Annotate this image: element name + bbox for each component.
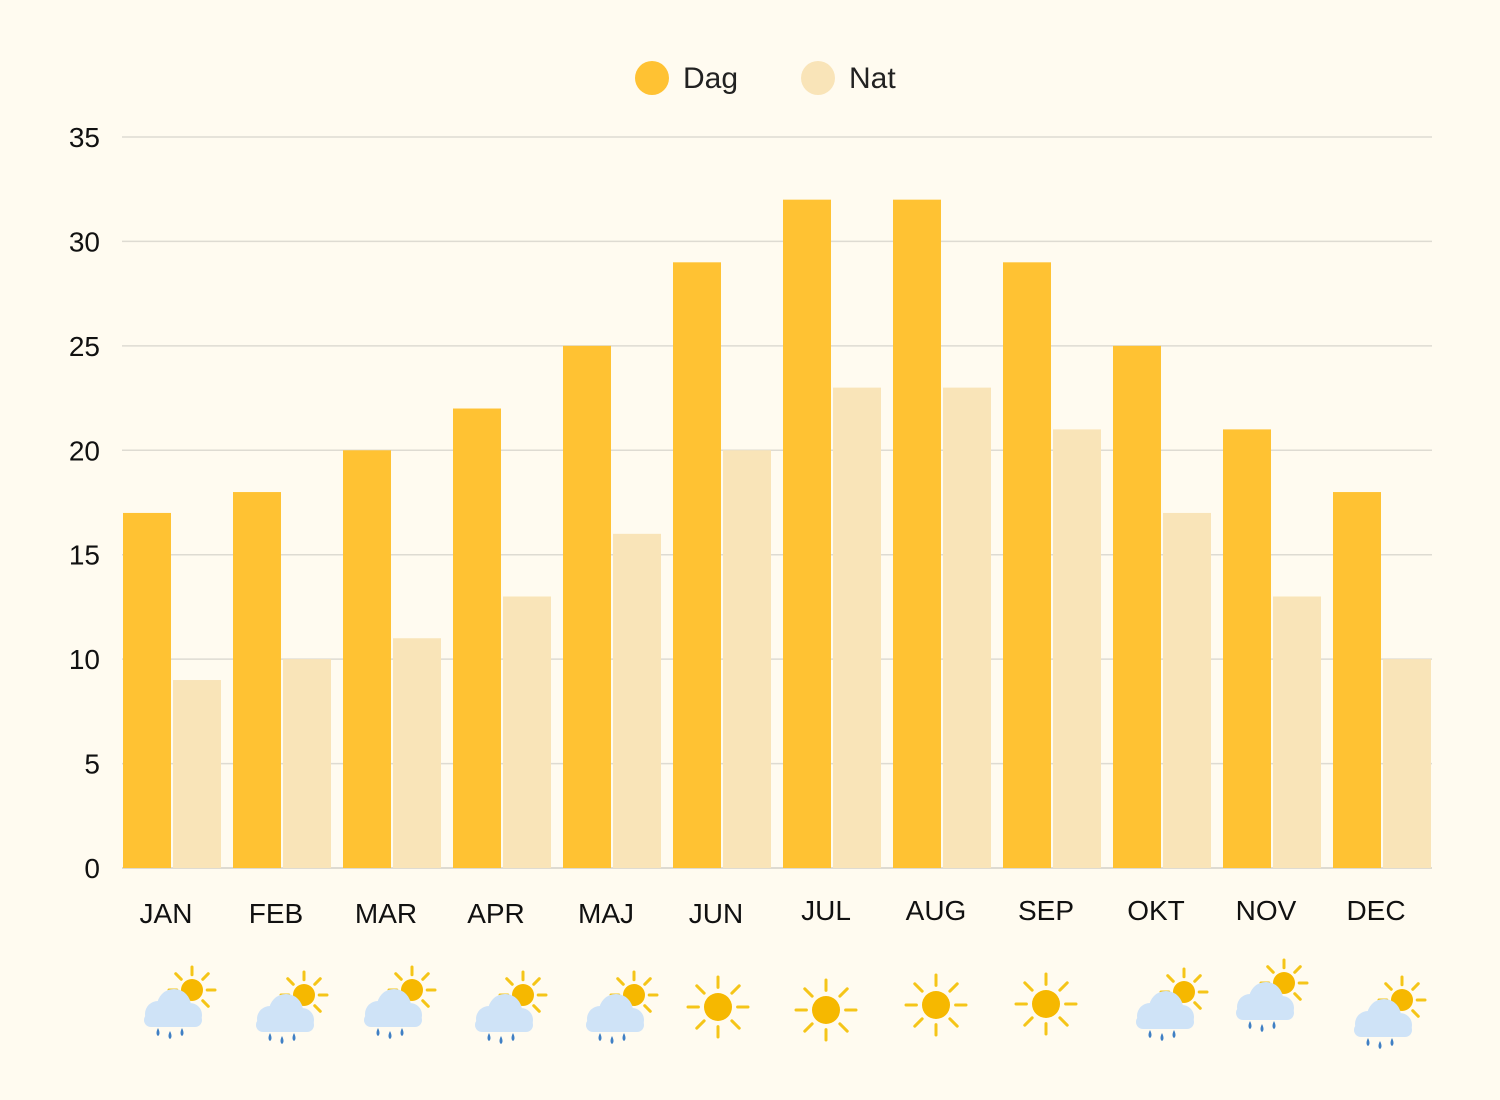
sun-icon bbox=[686, 975, 750, 1039]
sun-rays bbox=[686, 975, 750, 1039]
bar-nat-dec bbox=[1383, 659, 1431, 868]
bar-nat-apr bbox=[503, 596, 551, 868]
rain-drops bbox=[268, 1033, 296, 1044]
y-tick-label: 0 bbox=[84, 853, 100, 884]
bar-dag-nov bbox=[1223, 429, 1271, 868]
legend: Dag Nat bbox=[635, 61, 896, 95]
y-tick-label: 25 bbox=[69, 331, 100, 362]
rain-cloud-sun-icon bbox=[144, 965, 217, 1039]
sun-disc bbox=[1032, 990, 1060, 1018]
sun-disc bbox=[704, 993, 732, 1021]
y-tick-label: 5 bbox=[84, 749, 100, 780]
bar-nat-maj bbox=[613, 533, 661, 868]
y-tick-label: 20 bbox=[69, 435, 100, 466]
rain-drops bbox=[1366, 1038, 1394, 1049]
rain-drops bbox=[487, 1033, 515, 1044]
rain-cloud-sun-icon bbox=[586, 970, 659, 1044]
cloud-shape bbox=[256, 994, 314, 1032]
bars bbox=[123, 199, 1431, 868]
bar-dag-sep bbox=[1003, 262, 1051, 868]
y-tick-label: 15 bbox=[69, 540, 100, 571]
bar-nat-jun bbox=[723, 450, 771, 868]
rain-drops bbox=[1148, 1030, 1176, 1041]
bar-nat-jul bbox=[833, 387, 881, 868]
bar-dag-dec bbox=[1333, 492, 1381, 868]
rain-cloud-sun-icon bbox=[1354, 975, 1427, 1049]
cloud-shape bbox=[1136, 991, 1194, 1029]
bar-dag-apr bbox=[453, 408, 501, 868]
legend-label: Nat bbox=[849, 62, 896, 95]
bar-dag-maj bbox=[563, 345, 611, 868]
sun-rays bbox=[794, 978, 858, 1042]
rain-cloud-sun-icon bbox=[364, 965, 437, 1039]
x-tick-label: MAJ bbox=[578, 898, 634, 929]
rain-cloud-sun-icon bbox=[475, 970, 548, 1044]
bar-nat-nov bbox=[1273, 596, 1321, 868]
x-tick-label: OKT bbox=[1127, 895, 1185, 926]
bar-nat-okt bbox=[1163, 512, 1211, 868]
x-tick-label: MAR bbox=[355, 898, 417, 929]
bar-dag-jun bbox=[673, 262, 721, 868]
bar-dag-feb bbox=[233, 492, 281, 868]
bar-dag-mar bbox=[343, 450, 391, 868]
rain-drops bbox=[376, 1028, 404, 1039]
x-tick-label: FEB bbox=[249, 898, 303, 929]
x-tick-label: DEC bbox=[1346, 895, 1405, 926]
bar-nat-feb bbox=[283, 659, 331, 868]
x-tick-label: JUL bbox=[801, 895, 851, 926]
x-tick-label: AUG bbox=[906, 895, 967, 926]
legend-swatch bbox=[635, 61, 669, 95]
grid-lines bbox=[122, 136, 1432, 869]
bar-dag-jan bbox=[123, 512, 171, 868]
legend-item-dag: Dag bbox=[635, 61, 738, 95]
legend-swatch bbox=[801, 61, 835, 95]
cloud-shape bbox=[144, 989, 202, 1027]
rain-drops bbox=[598, 1033, 626, 1044]
sun-disc bbox=[922, 991, 950, 1019]
bar-nat-mar bbox=[393, 638, 441, 868]
rain-drops bbox=[1248, 1021, 1276, 1032]
bar-dag-jul bbox=[783, 199, 831, 868]
rain-cloud-sun-icon bbox=[1136, 967, 1209, 1041]
x-tick-label: JAN bbox=[140, 898, 193, 929]
sun-icon bbox=[1014, 972, 1078, 1036]
cloud-shape bbox=[586, 994, 644, 1032]
rain-cloud-sun-icon bbox=[1236, 958, 1309, 1032]
bar-nat-jan bbox=[173, 680, 221, 868]
y-tick-label: 10 bbox=[69, 644, 100, 675]
cloud-shape bbox=[1236, 982, 1294, 1020]
x-tick-label: APR bbox=[467, 898, 525, 929]
rain-drops bbox=[156, 1028, 184, 1039]
bar-nat-sep bbox=[1053, 429, 1101, 868]
bar-nat-aug bbox=[943, 387, 991, 868]
sun-disc bbox=[812, 996, 840, 1024]
sun-icon bbox=[904, 973, 968, 1037]
cloud-shape bbox=[1354, 999, 1412, 1037]
sun-rays bbox=[1014, 972, 1078, 1036]
y-tick-label: 30 bbox=[69, 226, 100, 257]
cloud-shape bbox=[475, 994, 533, 1032]
bar-dag-okt bbox=[1113, 345, 1161, 868]
sun-icon bbox=[794, 978, 858, 1042]
weather-icons bbox=[144, 958, 1427, 1049]
sun-rays bbox=[904, 973, 968, 1037]
legend-item-nat: Nat bbox=[801, 61, 896, 95]
rain-cloud-sun-icon bbox=[256, 970, 329, 1044]
bar-dag-aug bbox=[893, 199, 941, 868]
cloud-shape bbox=[364, 989, 422, 1027]
legend-label: Dag bbox=[683, 62, 738, 95]
x-axis-labels: JAN FEB MAR APR MAJ JUN JUL AUG SEP OKT NOV DEC bbox=[140, 895, 1406, 929]
x-tick-label: JUN bbox=[689, 898, 743, 929]
x-tick-label: SEP bbox=[1018, 895, 1074, 926]
x-tick-label: NOV bbox=[1236, 895, 1297, 926]
y-tick-label: 35 bbox=[69, 122, 100, 153]
y-axis-ticks: 0 5 10 15 20 25 30 35 bbox=[69, 122, 100, 884]
